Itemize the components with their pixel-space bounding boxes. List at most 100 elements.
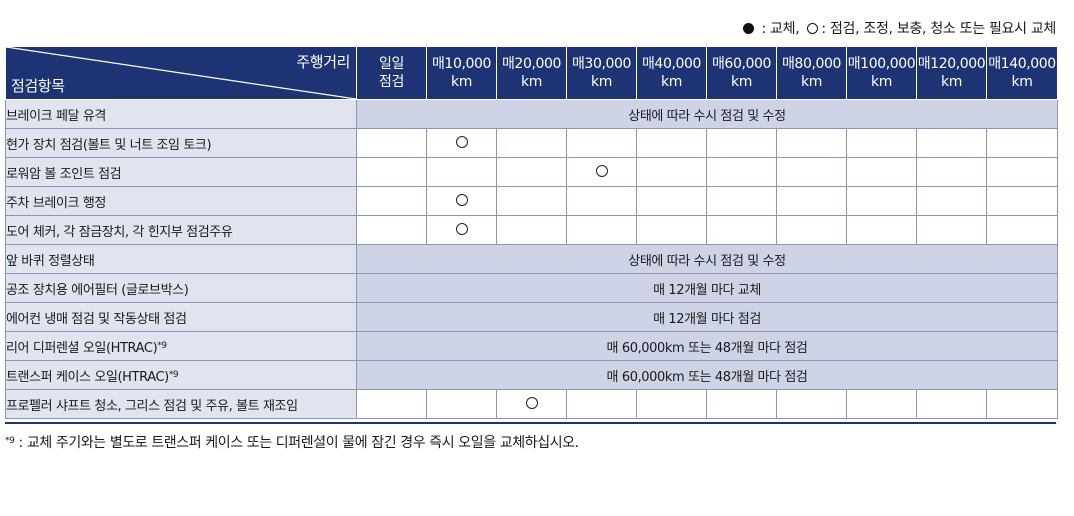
schedule-cell	[496, 215, 567, 245]
header-interval-3: 매30,000 km	[566, 46, 637, 100]
header-interval-top: 매40,000	[641, 56, 702, 72]
schedule-cell	[776, 186, 847, 216]
legend-filled-label: : 교체,	[757, 21, 800, 37]
item-name: 앞 바퀴 정렬상태	[5, 244, 357, 274]
open-circle-icon	[455, 193, 468, 206]
schedule-cell	[566, 389, 637, 419]
table-row: 브레이크 페달 유격 상태에 따라 수시 점검 및 수정	[5, 99, 1058, 129]
diagonal-divider	[6, 47, 356, 99]
table-row: 앞 바퀴 정렬상태 상태에 따라 수시 점검 및 수정	[5, 244, 1058, 274]
header-interval-2: 매20,000 km	[496, 46, 567, 100]
schedule-cell	[846, 157, 917, 187]
schedule-cell	[356, 389, 427, 419]
schedule-cell	[986, 157, 1058, 187]
schedule-cell	[426, 128, 497, 158]
header-interval-unit: km	[731, 74, 752, 90]
open-circle-icon	[455, 222, 468, 235]
item-name: 브레이크 페달 유격	[5, 99, 357, 129]
header-interval-unit: km	[941, 74, 962, 90]
header-interval-1: 매10,000 km	[426, 46, 497, 100]
interval-note: 매 60,000km 또는 48개월 마다 점검	[356, 360, 1058, 390]
header-interval-4: 매40,000 km	[636, 46, 707, 100]
item-name: 현가 장치 점검(볼트 및 너트 조임 토크)	[5, 128, 357, 158]
schedule-cell	[986, 215, 1058, 245]
header-interval-unit: km	[661, 74, 682, 90]
header-interval-8: 매120,000 km	[916, 46, 987, 100]
schedule-cell	[916, 186, 987, 216]
filled-circle-icon	[743, 23, 755, 34]
interval-note: 매 12개월 마다 점검	[356, 302, 1058, 332]
open-circle-icon	[595, 164, 608, 177]
header-interval-top: 일일	[379, 56, 404, 72]
item-name: 프로펠러 샤프트 청소, 그리스 점검 및 주유, 볼트 재조임	[5, 389, 357, 419]
header-interval-unit: km	[591, 74, 612, 90]
footnote: *9 : 교체 주기와는 별도로 트랜스퍼 케이스 또는 디퍼렌셜이 물에 잠긴…	[5, 435, 579, 451]
header-interval-top: 매140,000	[988, 56, 1056, 72]
header-interval-6: 매80,000 km	[776, 46, 847, 100]
table-row: 공조 장치용 에어필터 (글로브박스) 매 12개월 마다 교체	[5, 273, 1058, 303]
table-row: 프로펠러 샤프트 청소, 그리스 점검 및 주유, 볼트 재조임	[5, 389, 1058, 419]
schedule-cell	[776, 215, 847, 245]
schedule-cell	[356, 157, 427, 187]
schedule-cell	[356, 186, 427, 216]
maintenance-table: 주행거리 점검항목 일일 점검 매10,000 km 매20,000 km 매30,000 k…	[5, 46, 1058, 419]
schedule-cell	[496, 128, 567, 158]
schedule-cell	[426, 389, 497, 419]
schedule-cell	[706, 157, 777, 187]
header-corner-cell: 주행거리 점검항목	[5, 46, 357, 100]
item-name: 공조 장치용 에어필터 (글로브박스)	[5, 273, 357, 303]
table-row: 에어컨 냉매 점검 및 작동상태 점검 매 12개월 마다 점검	[5, 302, 1058, 332]
header-interval-9: 매140,000 km	[986, 46, 1058, 100]
schedule-cell	[636, 128, 707, 158]
table-bottom-rule	[5, 422, 1056, 424]
header-interval-top: 매80,000	[781, 56, 842, 72]
schedule-cell	[636, 186, 707, 216]
open-circle-icon	[525, 396, 538, 409]
schedule-cell	[636, 215, 707, 245]
item-name: 도어 체커, 각 잠금장치, 각 힌지부 점검주유	[5, 215, 357, 245]
header-interval-unit: km	[871, 74, 892, 90]
item-name: 로워암 볼 조인트 점검	[5, 157, 357, 187]
item-header: 점검항목	[11, 77, 65, 95]
schedule-cell	[846, 128, 917, 158]
table-row: 주차 브레이크 행정	[5, 186, 1058, 216]
header-interval-top: 매30,000	[571, 56, 632, 72]
table-row: 트랜스퍼 케이스 오일(HTRAC)*9 매 60,000km 또는 48개월 마…	[5, 360, 1058, 390]
schedule-cell	[986, 128, 1058, 158]
schedule-cell	[356, 128, 427, 158]
schedule-cell	[566, 157, 637, 187]
interval-note: 매 12개월 마다 교체	[356, 273, 1058, 303]
schedule-cell	[496, 389, 567, 419]
header-interval-top: 매100,000	[847, 56, 916, 72]
table-row: 현가 장치 점검(볼트 및 너트 조임 토크)	[5, 128, 1058, 158]
header-interval-7: 매100,000 km	[846, 46, 917, 100]
item-name: 에어컨 냉매 점검 및 작동상태 점검	[5, 302, 357, 332]
schedule-cell	[636, 389, 707, 419]
interval-note: 매 60,000km 또는 48개월 마다 점검	[356, 331, 1058, 361]
schedule-cell	[566, 128, 637, 158]
schedule-cell	[426, 157, 497, 187]
schedule-cell	[496, 186, 567, 216]
schedule-cell	[566, 215, 637, 245]
schedule-cell	[496, 157, 567, 187]
header-interval-unit: km	[801, 74, 822, 90]
item-name: 트랜스퍼 케이스 오일(HTRAC)*9	[5, 360, 357, 390]
schedule-cell	[916, 157, 987, 187]
schedule-cell	[846, 186, 917, 216]
legend: : 교체,: 점검, 조정, 보충, 청소 또는 필요시 교체	[743, 18, 1056, 38]
schedule-cell	[986, 389, 1058, 419]
schedule-cell	[846, 215, 917, 245]
table-row: 로워암 볼 조인트 점검	[5, 157, 1058, 187]
schedule-cell	[776, 157, 847, 187]
open-circle-icon	[455, 135, 468, 148]
item-name: 리어 디퍼렌셜 오일(HTRAC)*9	[5, 331, 357, 361]
schedule-cell	[986, 186, 1058, 216]
header-interval-top: 매20,000	[501, 56, 562, 72]
table-header-row: 주행거리 점검항목 일일 점검 매10,000 km 매20,000 km 매30,000 k…	[5, 46, 1058, 100]
schedule-cell	[916, 215, 987, 245]
schedule-cell	[916, 128, 987, 158]
schedule-cell	[356, 215, 427, 245]
header-interval-0: 일일 점검	[356, 46, 427, 100]
schedule-cell	[706, 215, 777, 245]
header-interval-unit: km	[1011, 74, 1033, 90]
